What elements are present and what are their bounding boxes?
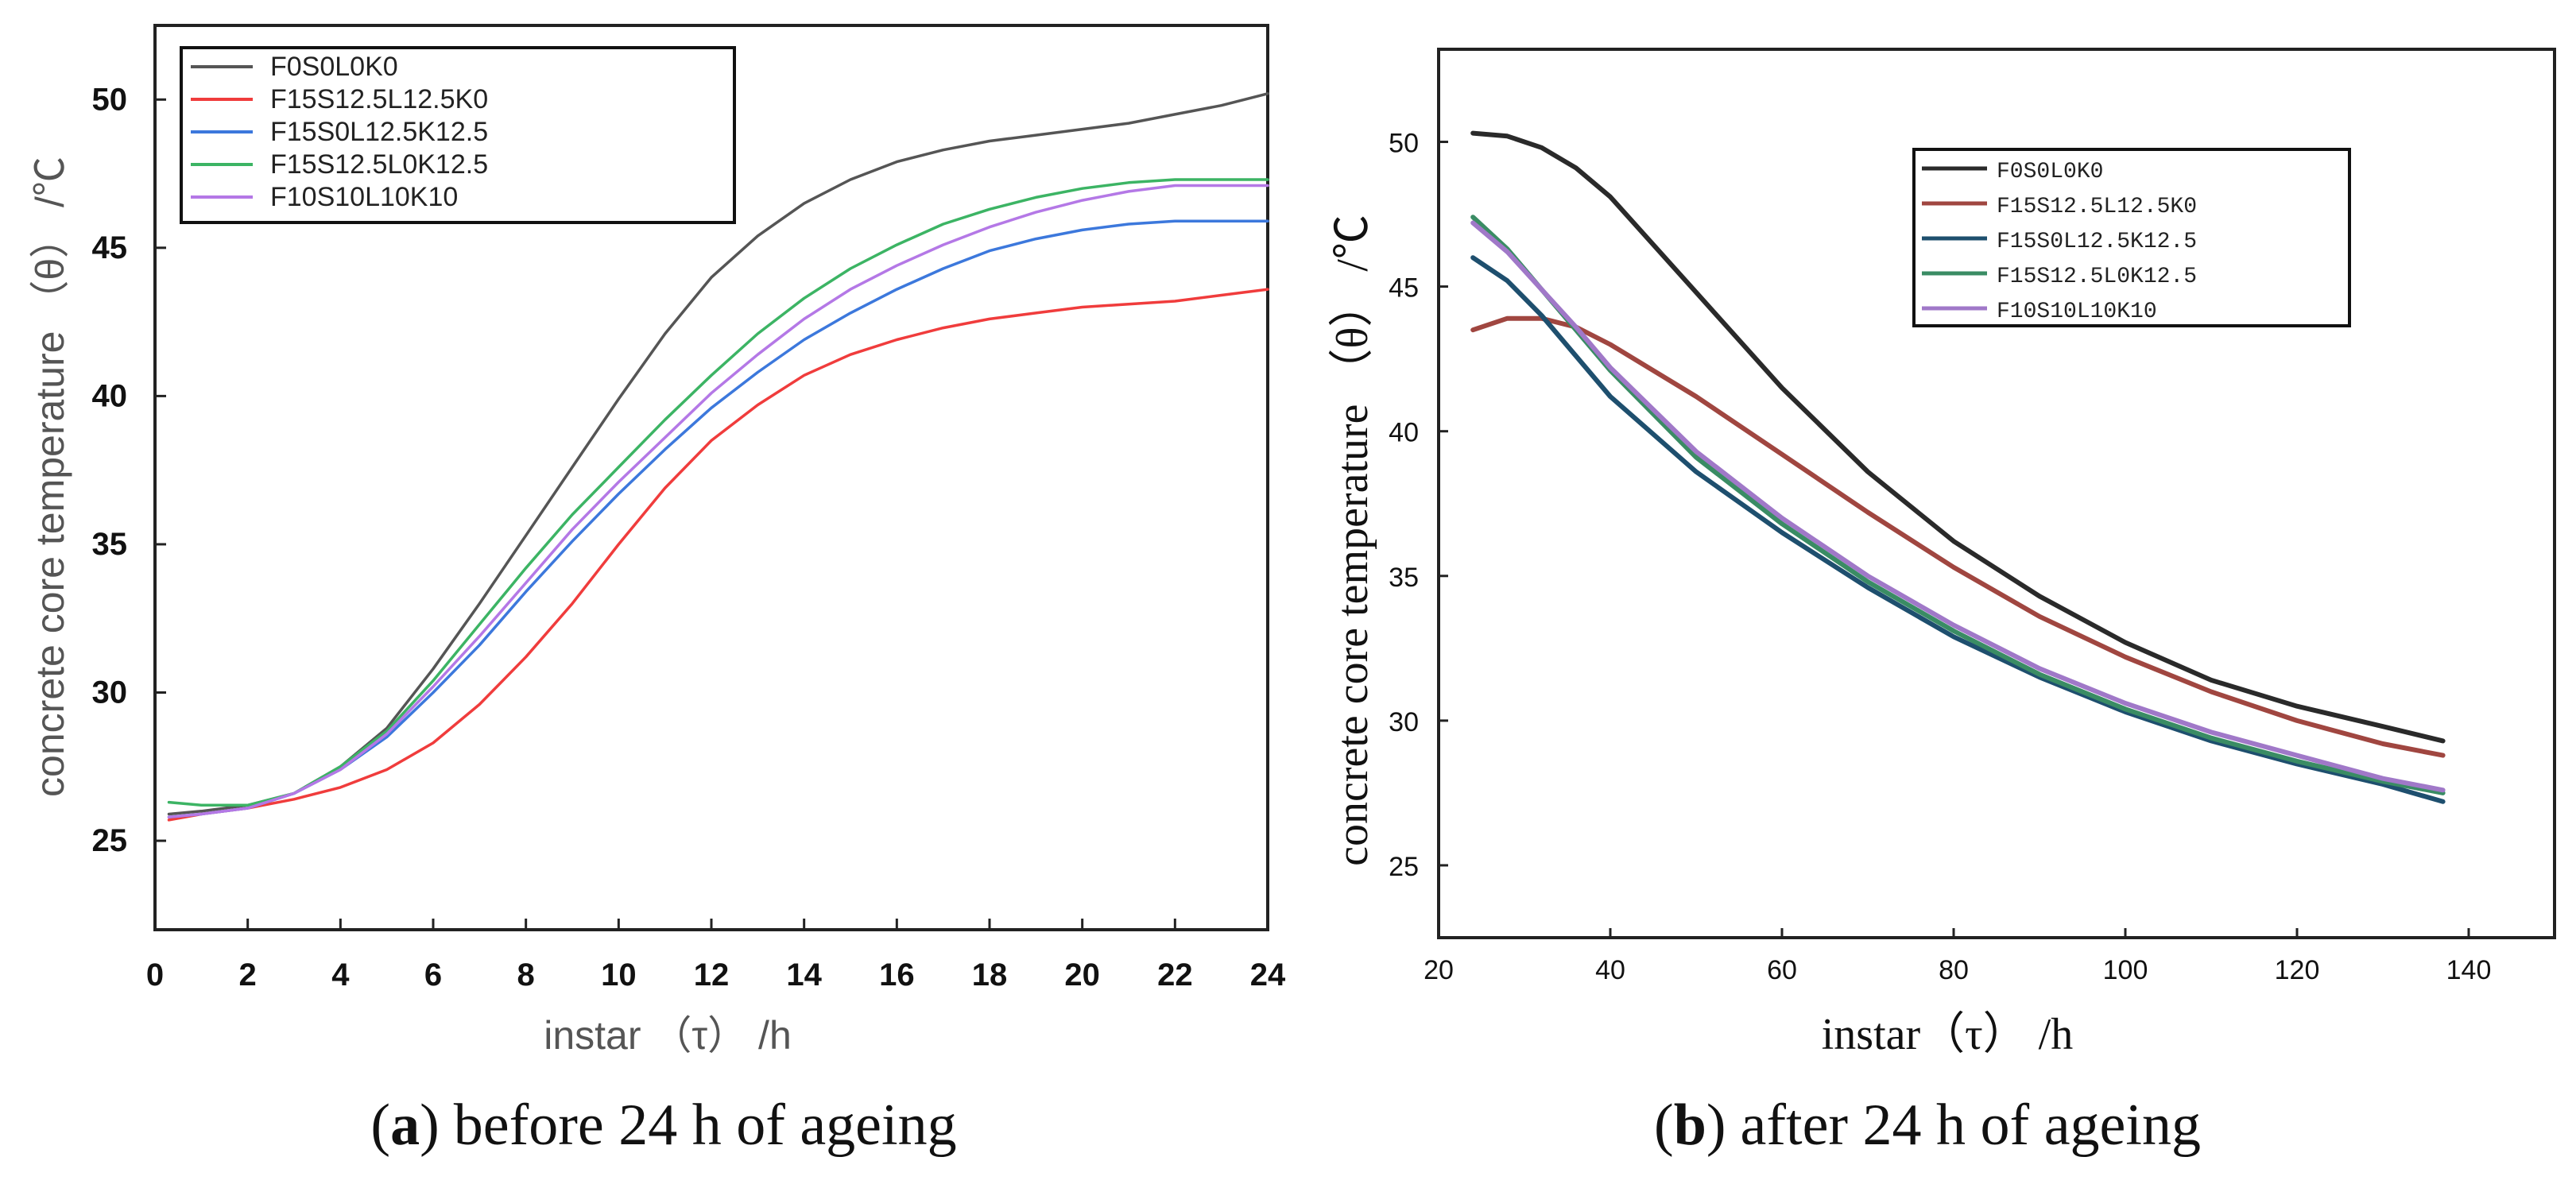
panel-a-x-tick-label: 16 xyxy=(879,958,915,992)
panel-a-legend-label: F0S0L0K0 xyxy=(270,52,398,82)
panel-a-y-tick-label: 35 xyxy=(92,527,128,562)
panel-b-x-axis-label: instar（τ） /h xyxy=(1822,1010,2073,1059)
panel-a-y-axis-label: concrete core temperature （θ） /℃ xyxy=(28,157,72,797)
panel-a-legend-box xyxy=(180,46,736,224)
panel-a-series-line-F15S12.5L0K12.5 xyxy=(167,178,1269,807)
panel-a-x-tick-label: 18 xyxy=(972,958,1008,992)
panel-b-legend-label: F15S12.5L12.5K0 xyxy=(1997,195,2197,219)
panel-a-y-tick-label: 45 xyxy=(92,230,128,265)
panel-b-caption: (b) after 24 h of ageing xyxy=(1654,1093,2201,1158)
panel-b-x-tick-label: 80 xyxy=(1939,955,1969,985)
panel-b-caption-letter: b xyxy=(1674,1093,1706,1158)
panel-b-legend-label: F10S10L10K10 xyxy=(1997,300,2157,324)
panel-a-x-tick-label: 6 xyxy=(424,958,442,992)
panel-a-legend-label: F15S12.5L0K12.5 xyxy=(270,149,488,180)
panel-b-caption-text: after 24 h of ageing xyxy=(1741,1093,2201,1158)
panel-b-x-tick-label: 120 xyxy=(2275,955,2320,985)
panel-b-x-tick-label: 100 xyxy=(2103,955,2148,985)
panel-a-x-axis-label: instar （τ） /h xyxy=(544,1013,792,1058)
panel-b-y-tick-label: 35 xyxy=(1389,563,1419,593)
panel-b-series-line-F15S12.5L12.5K0 xyxy=(1470,315,2446,758)
panel-b-legend-label: F15S12.5L0K12.5 xyxy=(1997,265,2197,289)
panel-a-legend: F0S0L0K0F15S12.5L12.5K0F15S0L12.5K12.5F1… xyxy=(191,52,488,212)
panel-b-legend: F0S0L0K0 F15S12.5L12.5K0 F15S0L12.5K12.5 F1… xyxy=(1922,160,2197,324)
panel-a-series-lines xyxy=(167,92,1269,822)
panel-b-series-line-F0S0L0K0 xyxy=(1470,130,2446,744)
panel-b-series-line-F15S0L12.5K12.5 xyxy=(1470,255,2446,804)
panel-b-legend-label: F15S0L12.5K12.5 xyxy=(1997,230,2197,254)
panel-a-y-tick-label: 40 xyxy=(92,378,128,413)
panel-a-y-tick-label: 30 xyxy=(92,675,128,710)
panel-b-x-ticks: 20 40 60 80 100 120 140 xyxy=(1424,928,2491,985)
panel-a-series-line-F15S12.5L12.5K0 xyxy=(167,288,1269,822)
panel-b-x-tick-label: 20 xyxy=(1424,955,1454,985)
panel-a-legend-label: F15S0L12.5K12.5 xyxy=(270,117,488,147)
panel-b-x-tick-label: 140 xyxy=(2446,955,2492,985)
panel-b-x-tick-label: 40 xyxy=(1595,955,1625,985)
panel-a-x-ticks: 0 2 4 6 8 10 12 14 16 18 20 22 24 xyxy=(146,919,1286,992)
panel-b-y-tick-label: 25 xyxy=(1389,852,1419,882)
panel-a-x-tick-label: 12 xyxy=(694,958,730,992)
panel-a-x-tick-label: 4 xyxy=(331,958,350,992)
panel-b-x-tick-label: 60 xyxy=(1767,955,1797,985)
panel-b-legend-label: F0S0L0K0 xyxy=(1997,160,2103,184)
panel-a-x-tick-label: 14 xyxy=(786,958,822,992)
panel-a-series-line-F10S10L10K10 xyxy=(167,184,1269,818)
panel-b-y-ticks: 25 30 35 40 45 50 xyxy=(1389,129,1448,882)
panel-b-series-line-F10S10L10K10 xyxy=(1470,220,2446,793)
panel-a-x-tick-label: 20 xyxy=(1064,958,1100,992)
panel-a-y-tick-label: 50 xyxy=(92,82,128,117)
panel-a-x-tick-label: 24 xyxy=(1250,958,1286,992)
panel-a-x-tick-label: 0 xyxy=(146,958,164,992)
panel-a-y-tick-label: 25 xyxy=(92,823,128,858)
panel-a-caption-text: before 24 h of ageing xyxy=(454,1093,957,1158)
panel-b-y-axis-label: concrete core temperature （θ） /℃ xyxy=(1328,215,1377,866)
panel-a-caption: (a) before 24 h of ageing xyxy=(370,1093,956,1158)
panel-a-legend-label: F15S12.5L12.5K0 xyxy=(270,84,488,114)
panel-b-y-tick-label: 50 xyxy=(1389,129,1419,159)
panel-a-legend-label: F10S10L10K10 xyxy=(270,182,458,212)
panel-b-y-tick-label: 45 xyxy=(1389,273,1419,304)
panel-b-y-tick-label: 30 xyxy=(1389,707,1419,737)
panel-b-series-lines xyxy=(1470,130,2446,804)
panel-a-x-tick-label: 2 xyxy=(239,958,257,992)
panel-a-x-tick-label: 22 xyxy=(1157,958,1193,992)
panel-a-caption-letter: a xyxy=(390,1093,420,1158)
panel-b-y-tick-label: 40 xyxy=(1389,418,1419,448)
panel-a-y-ticks: 25 30 35 40 45 50 xyxy=(92,82,166,858)
panel-a-x-tick-label: 10 xyxy=(601,958,637,992)
panel-a-x-tick-label: 8 xyxy=(517,958,535,992)
